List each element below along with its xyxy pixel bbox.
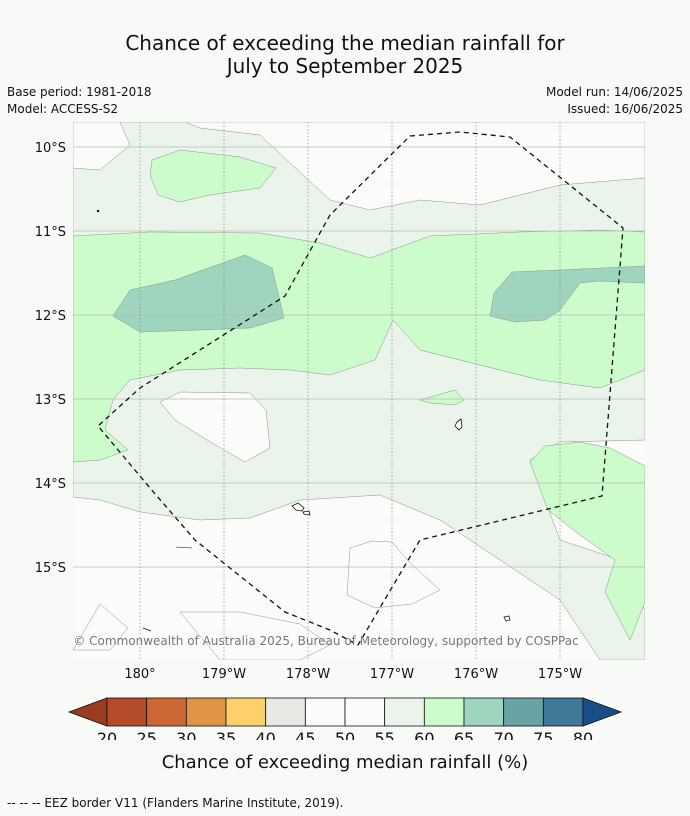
island-b [291, 502, 305, 512]
colorbar-ticks: 20 25 30 35 40 45 50 55 60 65 70 75 80 [97, 729, 593, 740]
colorbar-tick-label: 45 [295, 729, 315, 740]
region-60-65-patch [419, 389, 465, 406]
region-65-70-east [489, 265, 645, 323]
colorbar-segment [344, 697, 386, 727]
colorbar-segment [384, 697, 425, 727]
region-60-65-blob-north [149, 149, 277, 203]
island-d [503, 615, 511, 622]
lon-label: 177°W [370, 667, 414, 682]
colorbar-over-arrow [582, 697, 623, 727]
copyright-text: © Commonwealth of Australia 2025, Bureau… [73, 634, 578, 648]
contour-southwest [73, 603, 331, 660]
region-50-55-patch [159, 391, 271, 463]
colorbar-segment [503, 697, 544, 727]
colorbar-segment [463, 697, 505, 727]
rainfall-map: © Commonwealth of Australia 2025, Bureau… [35, 122, 645, 740]
colorbar-tick-label: 65 [454, 729, 474, 740]
colorbar-tick-label: 35 [216, 729, 236, 740]
lon-label: 179°W [202, 667, 246, 682]
colorbar-label: Chance of exceeding median rainfall (%) [161, 752, 529, 773]
colorbar-tick-label: 30 [176, 729, 196, 740]
lat-label: 10°S [35, 141, 66, 156]
meta-right: Model run: 14/06/2025 Issued: 16/06/2025 [546, 84, 683, 118]
lon-label: 180° [124, 667, 155, 682]
colorbar-segment [185, 697, 227, 727]
colorbar-segment [225, 697, 267, 727]
lat-labels: 10°S 11°S 12°S 13°S 14°S 15°S [35, 141, 66, 576]
base-period: Base period: 1981-2018 [7, 85, 152, 99]
lat-label: 14°S [35, 477, 66, 492]
eez-legend: -- -- -- EEZ border V11 (Flanders Marine… [7, 796, 344, 810]
island-c [302, 510, 311, 516]
colorbar-segment [106, 697, 148, 727]
region-50-55-north [73, 122, 645, 211]
model-name: Model: ACCESS-S2 [7, 102, 119, 116]
map-fill [73, 122, 645, 660]
island-e [142, 627, 152, 632]
colorbar-tick-label: 70 [493, 729, 513, 740]
title-line-1: Chance of exceeding the median rainfall … [125, 31, 565, 55]
colorbar-tick-label: 40 [255, 729, 275, 740]
lon-label: 175°W [538, 667, 582, 682]
colorbar-tick-label: 25 [136, 729, 156, 740]
colorbar-tick-label: 80 [573, 729, 593, 740]
lon-label: 178°W [286, 667, 330, 682]
lat-label: 15°S [35, 561, 66, 576]
lon-label: 176°W [454, 667, 498, 682]
eez-border [97, 131, 624, 646]
colorbar-segment [265, 697, 306, 727]
lat-label: 11°S [35, 225, 66, 240]
lat-label: 13°S [35, 393, 66, 408]
colorbar-segment [146, 697, 187, 727]
colorbar-tick-label: 60 [414, 729, 434, 740]
issued-date: Issued: 16/06/2025 [567, 102, 683, 116]
model-run: Model run: 14/06/2025 [545, 85, 683, 99]
meta-left: Base period: 1981-2018 Model: ACCESS-S2 [7, 84, 152, 118]
colorbar-under-arrow [67, 697, 108, 727]
island-a [454, 418, 463, 431]
island-g [96, 209, 100, 213]
colorbar-segment [304, 697, 346, 727]
island-f [175, 546, 193, 549]
colorbar-segment [542, 697, 584, 727]
colorbar [67, 697, 623, 727]
colorbar-tick-label: 50 [335, 729, 355, 740]
colorbar-tick-label: 75 [533, 729, 553, 740]
title-line-2: July to September 2025 [226, 54, 464, 78]
contour-south [346, 540, 441, 609]
colorbar-segment [423, 697, 465, 727]
colorbar-tick-label: 20 [97, 729, 117, 740]
colorbar-tick-label: 55 [374, 729, 394, 740]
lon-labels: 180° 179°W 178°W 177°W 176°W 175°W [124, 667, 582, 682]
latitude-gridlines [73, 146, 645, 568]
region-60-65-southeast [529, 441, 645, 641]
lat-label: 12°S [35, 309, 66, 324]
region-65-70-west [112, 254, 285, 333]
longitude-gridlines [139, 122, 561, 660]
coastlines [96, 209, 511, 632]
map-title: Chance of exceeding the median rainfall … [0, 32, 690, 78]
